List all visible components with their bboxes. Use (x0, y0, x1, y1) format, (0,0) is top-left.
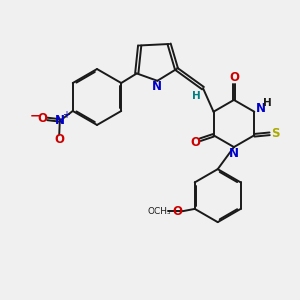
Text: S: S (271, 127, 280, 140)
Text: O: O (37, 112, 47, 125)
Text: O: O (229, 71, 239, 84)
Text: H: H (192, 91, 201, 100)
Text: OCH₃: OCH₃ (148, 207, 171, 216)
Text: H: H (263, 98, 272, 108)
Text: N: N (229, 147, 239, 160)
Text: N: N (55, 114, 65, 127)
Text: N: N (256, 102, 266, 115)
Text: O: O (172, 205, 182, 218)
Text: −: − (30, 110, 40, 122)
Text: O: O (190, 136, 200, 149)
Text: N: N (152, 80, 162, 93)
Text: +: + (62, 110, 70, 120)
Text: O: O (54, 133, 64, 146)
